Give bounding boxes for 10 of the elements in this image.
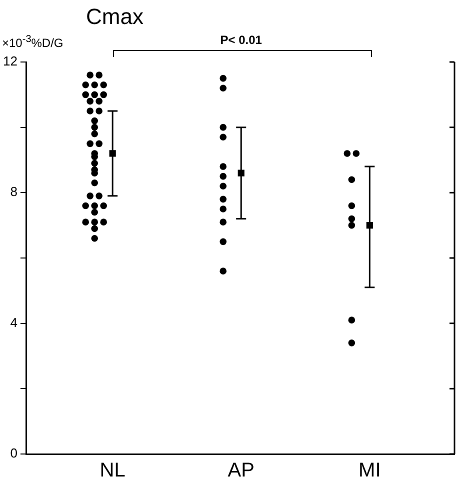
- y-tick-label: 4: [10, 314, 18, 330]
- y-tick-label: 12: [2, 54, 18, 69]
- x-tick-label: AP: [228, 460, 254, 482]
- y-tick-label: 0: [10, 446, 18, 461]
- y-axis-title: ×10$^{-3}$%D/G: [2, 34, 64, 50]
- x-tick-label: NL: [100, 460, 126, 482]
- text: P< 0.01: [220, 33, 262, 47]
- chart-title: Cmax: [86, 4, 144, 30]
- x-tick-label: MI: [358, 460, 381, 482]
- y-tick-label: 8: [10, 184, 18, 200]
